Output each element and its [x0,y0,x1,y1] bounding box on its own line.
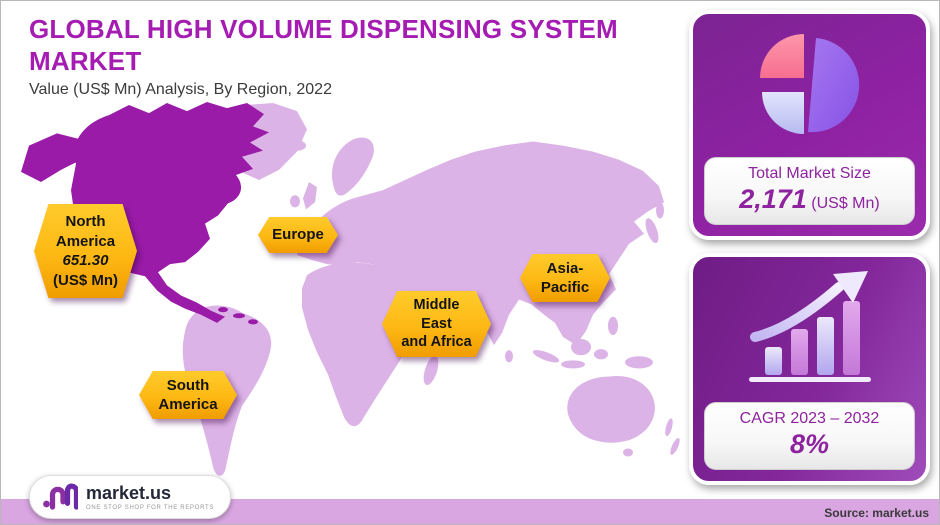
cagr-box: CAGR 2023 – 2032 8% [704,402,915,470]
region-label-europe: Europe [258,217,338,253]
total-market-size-box: Total Market Size 2,171 (US$ Mn) [704,157,915,225]
map-philippines [608,316,618,335]
marketus-logo-tagline: ONE STOP SHOP FOR THE REPORTS [86,504,215,511]
region-label-text: Europe [272,226,324,244]
region-unit: (US$ Mn) [53,271,118,289]
region-value: 651.30 [62,252,109,269]
subtitle: Value (US$ Mn) Analysis, By Region, 2022 [29,81,332,99]
title-line-2: MARKET [29,45,142,76]
region-label-asia-pacific-shape: Asia- Pacific [520,254,610,302]
source-attribution: Source: market.us [824,506,929,520]
map-alaska [21,133,89,183]
header: GLOBAL HIGH VOLUME DISPENSING SYSTEM MAR… [29,14,669,99]
total-market-size-label: Total Market Size [748,165,871,182]
region-label-asia-pacific: Asia- Pacific [520,254,610,302]
region-label-text: East [421,315,452,332]
map-madagascar [423,355,439,386]
map-new-guinea [625,356,653,369]
marketus-logo-text: market.us [86,482,172,503]
map-iceland [290,140,306,151]
region-label-middle-east-africa: Middle East and Africa [382,291,491,357]
total-market-size-card: Total Market Size 2,171 (US$ Mn) [689,10,930,240]
total-market-size-unit: (US$ Mn) [811,195,880,212]
map-sumatra [532,350,560,363]
map-scandinavia [331,137,374,196]
page-title: GLOBAL HIGH VOLUME DISPENSING SYSTEM MAR… [29,14,669,77]
map-tasmania [623,448,633,457]
map-caribbean-2 [233,313,245,319]
region-label-north-america-shape: North America 651.30 (US$ Mn) [34,204,137,298]
map-sulawesi [594,349,608,360]
cagr-value: 8% [789,429,830,459]
growth-bar-chart-icon [693,257,926,402]
region-label-south-america: South America [139,371,237,419]
region-label-text: Middle [413,296,460,313]
map-java [561,360,585,369]
map-caribbean-3 [248,319,258,325]
region-label-north-america: North America 651.30 (US$ Mn) [34,204,137,298]
region-label-text: America [158,396,218,413]
map-uk [303,182,317,210]
pie-chart-icon [693,14,926,157]
region-label-text: Pacific [540,279,590,296]
region-label-south-america-shape: South America [139,371,237,419]
total-market-size-value: 2,171 [739,184,807,214]
map-caribbean-1 [218,307,228,313]
map-new-zealand-north [665,418,673,437]
title-line-1: GLOBAL HIGH VOLUME DISPENSING SYSTEM [29,14,618,44]
map-ireland [290,195,300,208]
region-label-text: North [65,213,106,230]
region-label-text: Asia- [546,259,584,277]
map-australia [567,376,655,443]
map-japan-north [656,202,664,219]
map-new-zealand-south [670,438,680,455]
region-label-text: and Africa [401,334,472,351]
map-japan [645,218,659,244]
region-label-europe-shape: Europe [258,217,338,253]
cagr-label: CAGR 2023 – 2032 [739,410,880,427]
marketus-logo: market.us ONE STOP SHOP FOR THE REPORTS [29,475,232,519]
map-borneo [571,339,591,356]
map-sri-lanka [505,350,513,363]
marketus-logo-icon [42,479,80,516]
cagr-card: CAGR 2023 – 2032 8% [689,253,930,485]
region-label-text: America [55,232,116,250]
region-label-text: South [166,376,210,394]
region-label-middle-east-africa-shape: Middle East and Africa [382,291,491,357]
